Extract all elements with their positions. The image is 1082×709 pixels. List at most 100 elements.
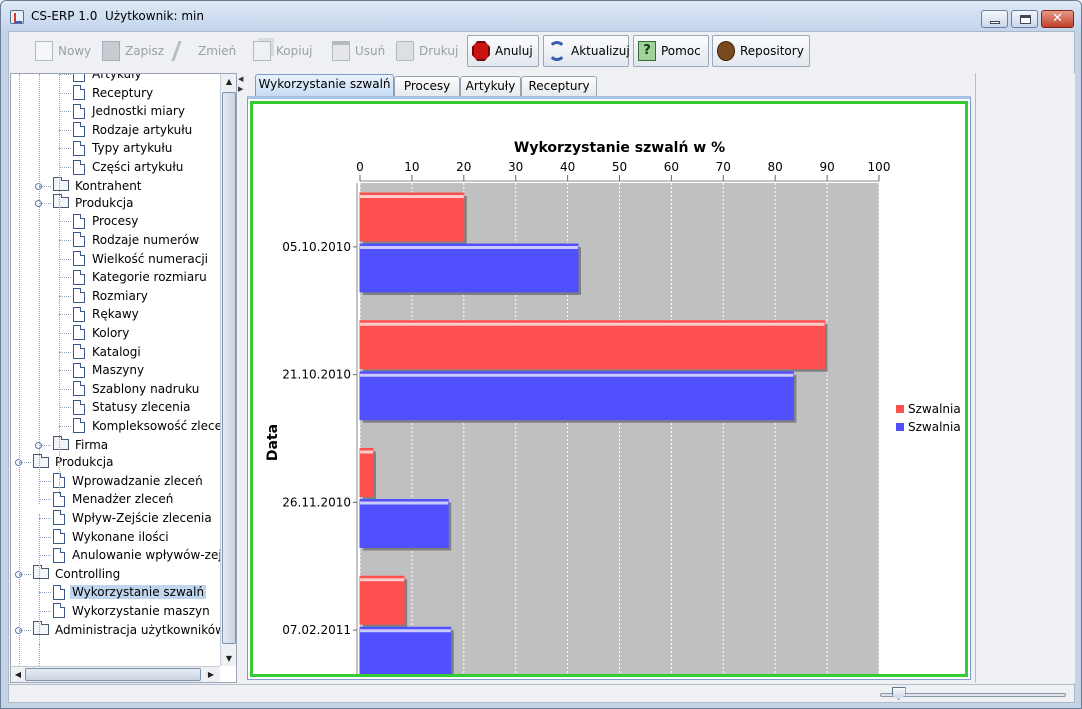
tree-item[interactable]: Anulowanie wpływów-zejść: [53, 546, 236, 564]
zapisz-button[interactable]: Zapisz: [98, 35, 166, 67]
delete-icon: [332, 41, 350, 61]
scroll-left-icon[interactable]: ◀: [14, 670, 22, 679]
legend-swatch: [896, 423, 904, 431]
anuluj-label: Anuluj: [495, 44, 533, 58]
tab[interactable]: Artykuły: [460, 76, 521, 96]
tree-connector: [39, 517, 51, 519]
scroll-down-icon[interactable]: ▼: [225, 654, 233, 663]
nowy-button[interactable]: Nowy: [31, 35, 91, 67]
tree-item[interactable]: Menadżer zleceń: [53, 490, 175, 508]
document-icon: [73, 251, 85, 266]
tree-item[interactable]: Administracja użytkowników: [33, 621, 227, 639]
drukuj-button[interactable]: Drukuj: [392, 35, 462, 67]
x-tick-label: 60: [664, 160, 679, 174]
split-pane-divider[interactable]: ◀ ▶: [237, 73, 245, 683]
tree-item[interactable]: Wprowadzanie zleceń: [53, 472, 205, 490]
edit-icon: [171, 41, 197, 61]
bar-highlight: [360, 450, 373, 454]
scroll-right-icon[interactable]: ▶: [207, 670, 215, 679]
tree-item[interactable]: Wielkość numeracji: [73, 250, 210, 268]
tree-item[interactable]: Rozmiary: [73, 287, 150, 305]
tree-item[interactable]: Receptury: [73, 84, 155, 102]
kopiuj-label: Kopiuj: [276, 44, 313, 58]
minimize-button[interactable]: [981, 10, 1008, 28]
tree-item[interactable]: Jednostki miary: [73, 102, 187, 120]
tree-connector: [19, 462, 31, 464]
tab[interactable]: Receptury: [521, 76, 597, 96]
tree-item[interactable]: Kompleksowość zleceń: [73, 417, 232, 435]
bar[interactable]: [359, 371, 794, 421]
tree-item[interactable]: Szablony nadruku: [73, 380, 201, 398]
x-tick-label: 50: [612, 160, 627, 174]
aktualizuj-button[interactable]: Aktualizuj: [543, 35, 630, 67]
tree-item[interactable]: Statusy zlecenia: [73, 398, 192, 416]
bar[interactable]: [359, 243, 579, 293]
tree-item[interactable]: Rodzaje artykułu: [73, 121, 194, 139]
bar[interactable]: [359, 320, 826, 370]
tree-item[interactable]: Wykonane ilości: [53, 528, 171, 546]
scroll-up-icon[interactable]: ▲: [225, 77, 233, 86]
tree-item[interactable]: Wpływ-Zejście zlecenia: [53, 509, 214, 527]
tree-item[interactable]: Procesy: [73, 212, 140, 230]
bar-highlight: [360, 629, 451, 633]
document-icon: [73, 325, 85, 341]
tab-strip: Wykorzystanie szwalń Procesy Artykuły Recep…: [247, 74, 971, 96]
tree-item-label: Kolory: [92, 325, 130, 340]
tree-item-label: Artykuły: [92, 73, 142, 81]
tree-connector: [59, 92, 71, 94]
tree-item[interactable]: Produkcja: [33, 453, 116, 471]
y-tick-label: 05.10.2010: [282, 240, 351, 254]
bar[interactable]: [359, 499, 449, 548]
expand-right-icon[interactable]: ▶: [238, 85, 244, 93]
tree-item-label: Wykorzystanie maszyn: [72, 603, 210, 618]
tree-connector: [59, 258, 71, 260]
tree-item[interactable]: Typy artykułu: [73, 139, 174, 157]
tree-item[interactable]: Części artykułu: [73, 158, 185, 176]
tree-item[interactable]: Kolory: [73, 324, 131, 342]
tab[interactable]: Wykorzystanie szwalń: [255, 74, 394, 96]
collapse-left-icon[interactable]: ◀: [238, 75, 244, 83]
usun-button[interactable]: Usuń: [328, 35, 386, 67]
horizontal-scroll-thumb[interactable]: [25, 668, 201, 681]
tree-item[interactable]: Katalogi: [73, 343, 143, 361]
bar[interactable]: [359, 192, 465, 242]
zmien-button[interactable]: Zmień: [171, 35, 243, 67]
document-icon: [73, 418, 85, 434]
close-button[interactable]: ✕: [1041, 10, 1074, 28]
tab[interactable]: Procesy: [394, 76, 460, 96]
tree-item[interactable]: Produkcja: [53, 194, 136, 212]
tree-horizontal-scrollbar[interactable]: ◀ ▶: [11, 666, 220, 682]
tree-item[interactable]: Maszyny: [73, 361, 146, 379]
tree-item[interactable]: Rękawy: [73, 305, 141, 323]
kopiuj-button[interactable]: Kopiuj: [249, 35, 321, 67]
tree-item[interactable]: Rodzaje numerów: [73, 231, 201, 249]
tree-connector: [39, 185, 51, 187]
anuluj-button[interactable]: Anuluj: [467, 35, 539, 67]
tree-item[interactable]: Wykorzystanie szwalń: [53, 583, 207, 601]
tree-connector: [59, 351, 71, 353]
tree-item-label: Rozmiary: [92, 288, 148, 303]
chart-panel: Wykorzystanie szwalń w % 0 10 20 30 40 50 60 70 8…: [250, 101, 968, 677]
java-app-icon: [10, 10, 24, 24]
tree-item-label: Receptury: [92, 85, 154, 100]
maximize-button[interactable]: [1011, 10, 1038, 28]
zoom-slider-thumb[interactable]: [891, 687, 906, 700]
bar[interactable]: [359, 626, 452, 674]
repository-button[interactable]: Repository: [712, 35, 810, 67]
zoom-slider-track[interactable]: [880, 693, 1066, 697]
bar[interactable]: [359, 575, 405, 625]
tree-item[interactable]: Firma: [53, 436, 110, 454]
tree-item[interactable]: Kategorie rozmiaru: [73, 268, 209, 286]
tree-item[interactable]: Controlling: [33, 565, 122, 583]
vertical-scroll-thumb[interactable]: [222, 92, 236, 644]
tree-item[interactable]: Wykorzystanie maszyn: [53, 602, 212, 620]
tree-item-label: Administracja użytkowników: [55, 622, 225, 637]
nowy-label: Nowy: [58, 44, 92, 58]
pomoc-button[interactable]: ? Pomoc: [633, 35, 709, 67]
document-icon: [73, 306, 85, 322]
tree-vertical-scrollbar[interactable]: ▲ ▼: [220, 74, 236, 666]
bar[interactable]: [359, 448, 374, 497]
tree-item[interactable]: Artykuły: [73, 73, 144, 83]
client-area: Nowy Zapisz Zmień Kopiuj Usuń Drukuj Anuluj Akt…: [8, 31, 1075, 703]
tree-item[interactable]: Kontrahent: [53, 177, 144, 195]
